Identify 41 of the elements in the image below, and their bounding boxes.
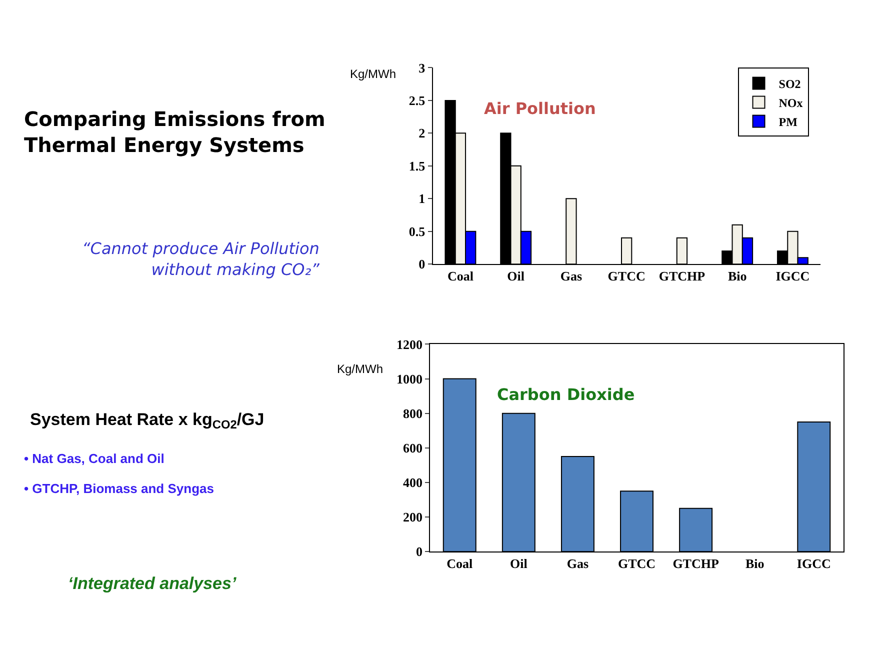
x-tick-label: Oil [510, 556, 528, 572]
y-tick-label: 2.5 [408, 93, 426, 108]
y-tick-label: 1.5 [408, 158, 426, 174]
text: “Cannot produce Air Pollution without making CO₂” [82, 239, 320, 279]
x-tick-label: Coal [447, 268, 474, 284]
text: Carbon Dioxide [497, 385, 635, 404]
x-tick-label: GTCHP [658, 268, 706, 284]
x-tick-label: IGCC [796, 556, 831, 572]
y-tick-label: 1000 [396, 371, 423, 386]
x-tick-label: GTCC [618, 556, 656, 572]
legend-label: PM [778, 114, 798, 129]
y-tick-label: 0.5 [408, 224, 426, 239]
y-axis-title: Kg/MWh [337, 362, 384, 376]
x-tick-label: Bio [745, 556, 764, 572]
text: System Heat Rate x kg$_{CO2}$/GJ [30, 410, 264, 432]
x-tick-label: IGCC [776, 268, 810, 284]
y-tick-label: 3 [418, 60, 426, 76]
y-tick-label: 800 [403, 406, 423, 421]
text: • Nat Gas, Coal and Oil [24, 451, 164, 466]
x-tick-label: GTCHP [672, 556, 719, 572]
text: ‘Integrated analyses’ [68, 574, 236, 593]
x-tick-label: Bio [728, 268, 747, 284]
x-tick-label: Coal [446, 556, 474, 572]
text: Air Pollution [484, 99, 596, 118]
legend-label: SO2 [778, 76, 801, 91]
x-tick-label: GTCC [608, 268, 646, 284]
x-tick-label: Oil [507, 268, 525, 284]
y-tick-label: 1200 [396, 336, 423, 352]
legend-label: NOx [778, 96, 803, 110]
y-tick-label: 0 [416, 544, 423, 560]
y-tick-label: 1 [418, 191, 426, 206]
y-tick-label: 600 [403, 440, 423, 456]
x-tick-label: Gas [566, 556, 589, 572]
y-tick-label: 400 [403, 475, 423, 490]
text: • GTCHP, Biomass and Syngas [24, 481, 214, 496]
y-tick-label: 200 [403, 510, 423, 525]
y-axis-title: Kg/MWh [350, 67, 396, 81]
y-tick-label: 2 [418, 126, 426, 141]
x-tick-label: Gas [560, 268, 582, 284]
text: Comparing Emissions from Thermal Energy Systems [24, 107, 326, 157]
y-tick-label: 0 [418, 256, 426, 272]
